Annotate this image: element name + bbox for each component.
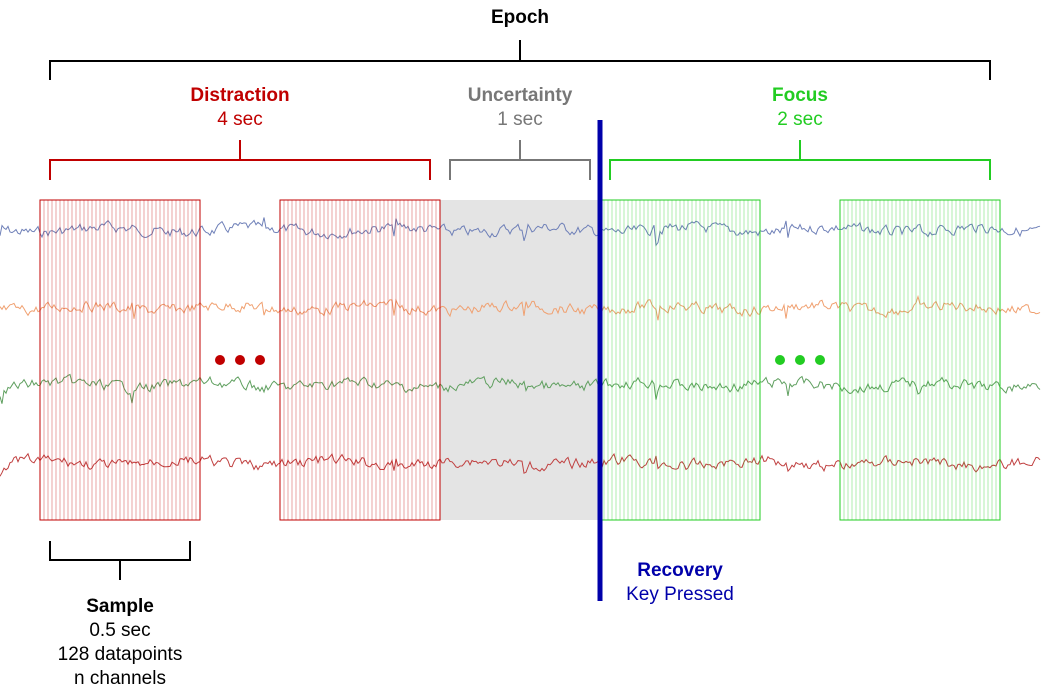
uncertainty-bracket — [449, 140, 591, 180]
eeg-channel-trace — [0, 294, 1041, 321]
focus-bracket — [609, 140, 991, 180]
recovery-sublabel: Key Pressed — [626, 584, 734, 605]
sample-bracket — [49, 541, 191, 580]
sample-window — [279, 199, 441, 521]
distraction-title: Distraction — [190, 85, 289, 106]
eeg-channel-trace — [0, 452, 1041, 477]
sample-window — [599, 199, 761, 521]
epoch-title: Epoch — [491, 7, 549, 28]
sample-datapoints: 128 datapoints — [58, 644, 183, 665]
focus-ellipsis — [775, 355, 825, 365]
sample-duration: 0.5 sec — [89, 620, 150, 641]
distraction-duration: 4 sec — [217, 109, 262, 130]
distraction-bracket — [49, 140, 431, 180]
sample-window-border — [39, 199, 201, 521]
distraction-ellipsis — [215, 355, 265, 365]
recovery-title: Recovery — [637, 560, 723, 581]
uncertainty-region — [440, 200, 600, 520]
eeg-channel-trace — [0, 217, 1041, 247]
epoch-bracket — [49, 40, 991, 80]
sample-window — [39, 199, 201, 521]
focus-title: Focus — [772, 85, 828, 106]
uncertainty-title: Uncertainty — [468, 85, 573, 106]
uncertainty-duration: 1 sec — [497, 109, 542, 130]
focus-duration: 2 sec — [777, 109, 822, 130]
sample-channels: n channels — [74, 668, 166, 689]
sample-window-border — [839, 199, 1001, 521]
eeg-traces — [0, 217, 1041, 477]
sample-window-border — [279, 199, 441, 521]
sample-title: Sample — [86, 596, 154, 617]
sample-window — [839, 199, 1001, 521]
sample-windows — [39, 199, 1001, 521]
eeg-channel-trace — [0, 373, 1041, 404]
